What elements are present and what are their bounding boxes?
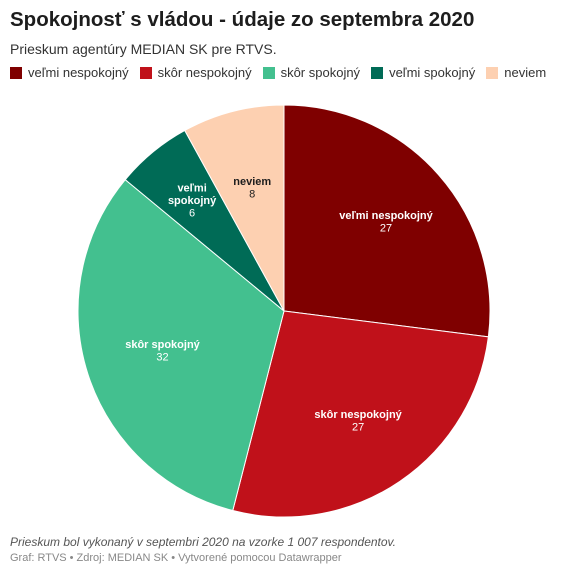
chart-subtitle: Prieskum agentúry MEDIAN SK pre RTVS. (10, 41, 277, 57)
slice-value: 6 (189, 207, 195, 219)
chart-legend: veľmi nespokojný skôr nespokojný skôr sp… (10, 65, 557, 80)
legend-swatch (10, 66, 22, 79)
legend-label: veľmi spokojný (389, 65, 476, 80)
chart-footer: Graf: RTVS • Zdroj: MEDIAN SK • Vytvorené po… (10, 552, 342, 564)
slice-label: skôr nespokojný (314, 409, 402, 421)
chart-notes: Prieskum bol vykonaný v septembri 2020 n… (10, 535, 396, 549)
pie-slice-skor-spokojny (77, 178, 285, 512)
chart-title: Spokojnosť s vládou - údaje zo septembra… (10, 8, 475, 31)
legend-swatch (139, 66, 152, 79)
legend-item-velmi-nespokojny: veľmi nespokojný (10, 65, 129, 80)
slice-label: veľmi (177, 182, 206, 194)
legend-swatch (371, 66, 384, 79)
slice-label: spokojný (168, 195, 217, 207)
slice-label: veľmi nespokojný (339, 210, 433, 222)
pie-slice-velmi-nespokojny (283, 104, 491, 338)
legend-item-skor-spokojny: skôr spokojný (262, 65, 361, 80)
legend-swatch (262, 66, 275, 79)
legend-item-velmi-spokojny: veľmi spokojný (371, 65, 475, 80)
legend-label: neviem (504, 65, 547, 80)
footer-source: Zdroj: MEDIAN SK (76, 552, 169, 564)
slice-value: 8 (249, 189, 255, 201)
legend-item-skor-nespokojny: skôr nespokojný (139, 65, 252, 80)
legend-label: skôr nespokojný (157, 65, 252, 80)
pie-slice-skor-nespokojny (232, 310, 489, 518)
slice-value: 32 (156, 352, 168, 364)
footer-credit: Graf: RTVS (10, 552, 67, 564)
legend-label: veľmi nespokojný (28, 65, 129, 80)
pie-slice-neviem (184, 104, 285, 312)
footer-tool: Vytvorené pomocou Datawrapper (178, 552, 342, 564)
footer-separator: • (171, 552, 176, 564)
footer-separator: • (69, 552, 74, 564)
slice-value: 27 (380, 222, 392, 234)
slice-label: skôr spokojný (125, 339, 200, 351)
legend-item-neviem: neviem (486, 65, 546, 80)
slice-value: 27 (352, 421, 364, 433)
legend-label: skôr spokojný (280, 65, 361, 80)
slice-label: neviem (233, 176, 271, 188)
legend-swatch (486, 66, 499, 79)
